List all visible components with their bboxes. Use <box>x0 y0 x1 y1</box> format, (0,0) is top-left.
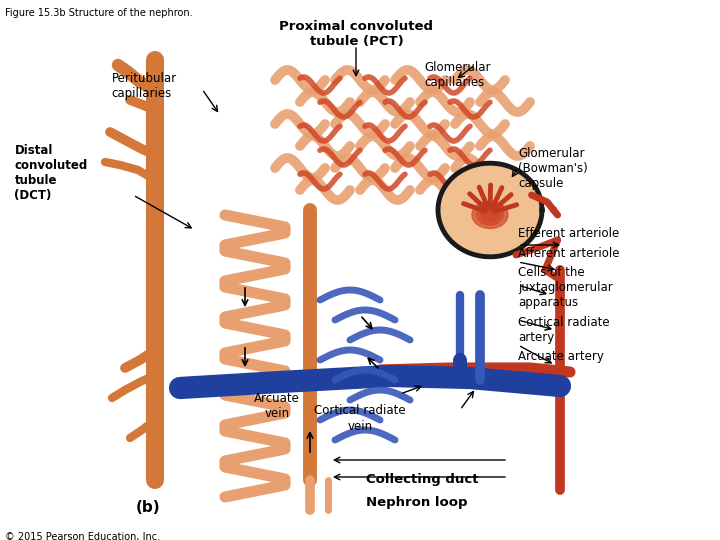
Text: Arcuate artery: Arcuate artery <box>518 350 604 363</box>
Text: Figure 15.3b Structure of the nephron.: Figure 15.3b Structure of the nephron. <box>5 8 193 18</box>
Text: Efferent arteriole: Efferent arteriole <box>518 227 620 240</box>
Text: Afferent arteriole: Afferent arteriole <box>518 247 620 260</box>
Text: © 2015 Pearson Education, Inc.: © 2015 Pearson Education, Inc. <box>5 532 160 540</box>
Text: Glomerular
capillaries: Glomerular capillaries <box>425 60 491 89</box>
Text: Distal
convoluted
tubule
(DCT): Distal convoluted tubule (DCT) <box>14 144 88 202</box>
Text: Cells of the
juxtaglomerular
apparatus: Cells of the juxtaglomerular apparatus <box>518 266 613 309</box>
Text: (b): (b) <box>135 500 160 515</box>
Text: Arcuate
vein: Arcuate vein <box>254 392 300 420</box>
Ellipse shape <box>481 208 499 222</box>
Text: Glomerular
(Bowman's)
capsule: Glomerular (Bowman's) capsule <box>518 147 588 190</box>
Ellipse shape <box>477 205 503 225</box>
Ellipse shape <box>441 166 539 254</box>
Text: Nephron loop: Nephron loop <box>366 496 467 509</box>
Ellipse shape <box>472 201 508 228</box>
Text: Collecting duct: Collecting duct <box>366 473 478 486</box>
Text: Peritubular
capillaries: Peritubular capillaries <box>112 72 176 100</box>
Text: Cortical radiate
artery: Cortical radiate artery <box>518 316 610 345</box>
Text: Cortical radiate
vein: Cortical radiate vein <box>314 404 406 433</box>
Text: Proximal convoluted
tubule (PCT): Proximal convoluted tubule (PCT) <box>279 20 433 48</box>
